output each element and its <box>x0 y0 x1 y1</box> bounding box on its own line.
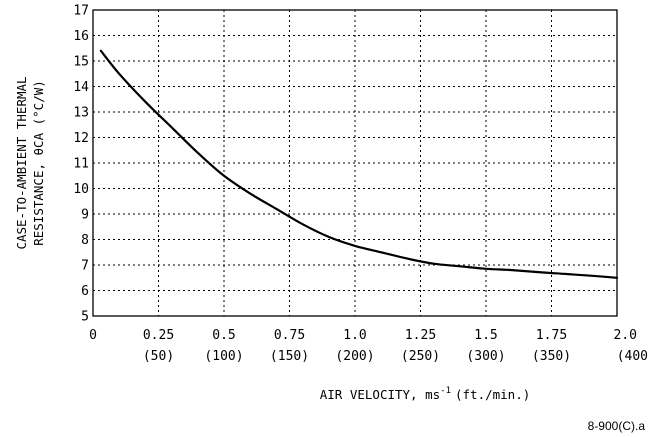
y-axis-label: CASE-TO-AMBIENT THERMAL RESISTANCE, θCA … <box>14 76 46 249</box>
y-tick-label: 9 <box>81 208 89 223</box>
y-tick-label: 10 <box>73 182 89 197</box>
y-tick-label: 15 <box>73 55 89 70</box>
x-tick-sublabel: (250) <box>401 349 440 364</box>
figure-code: 8-900(C).a <box>588 419 646 433</box>
y-axis-label-line-1: CASE-TO-AMBIENT THERMAL <box>14 76 29 249</box>
y-tick-label: 16 <box>73 29 89 44</box>
x-axis-label-suffix: (ft./min.) <box>455 387 530 402</box>
thermal-resistance-curve <box>99 49 619 279</box>
y-tick-label: 14 <box>73 80 89 95</box>
x-tick-sublabel: (300) <box>466 349 505 364</box>
x-tick-sublabel: (50) <box>143 349 174 364</box>
x-tick-label: 0.75 <box>274 328 305 343</box>
x-tick-labels: 0 0.25 (50) 0.5 (100) 0.75 (150) 1.0 (200) 1.25 (2… <box>89 328 648 364</box>
y-tick-label: 8 <box>81 233 89 248</box>
grid-lines <box>93 10 617 316</box>
x-tick-label: 1.25 <box>405 328 436 343</box>
y-tick-label: 5 <box>81 310 89 325</box>
y-tick-label: 7 <box>81 259 89 274</box>
y-axis-label-line-2: RESISTANCE, θCA (°C/W) <box>31 80 46 246</box>
y-tick-label: 17 <box>73 4 89 19</box>
x-axis-label-superscript: -1 <box>440 386 451 396</box>
x-axis-label: AIR VELOCITY, ms-1 (ft./min.) <box>320 386 531 402</box>
y-tick-label: 11 <box>73 157 89 172</box>
x-tick-sublabel: (350) <box>532 349 571 364</box>
y-tick-label: 13 <box>73 106 89 121</box>
x-tick-sublabel: (400 <box>617 349 648 364</box>
x-tick-label: 0 <box>89 328 97 343</box>
y-tick-label: 12 <box>73 131 89 146</box>
x-axis-label-main: AIR VELOCITY, ms <box>320 387 440 402</box>
x-tick-label: 2.0 <box>614 328 637 343</box>
x-tick-label: 1.5 <box>474 328 497 343</box>
x-tick-label: 1.0 <box>343 328 366 343</box>
y-tick-label: 6 <box>81 284 89 299</box>
x-tick-sublabel: (200) <box>335 349 374 364</box>
x-tick-sublabel: (100) <box>204 349 243 364</box>
x-tick-label: 0.25 <box>143 328 174 343</box>
x-tick-label: 1.75 <box>536 328 567 343</box>
x-tick-label: 0.5 <box>212 328 235 343</box>
plot-frame <box>92 9 618 317</box>
y-tick-labels: 5 6 7 8 9 10 11 12 13 14 15 16 17 <box>73 4 89 325</box>
x-tick-sublabel: (150) <box>270 349 309 364</box>
